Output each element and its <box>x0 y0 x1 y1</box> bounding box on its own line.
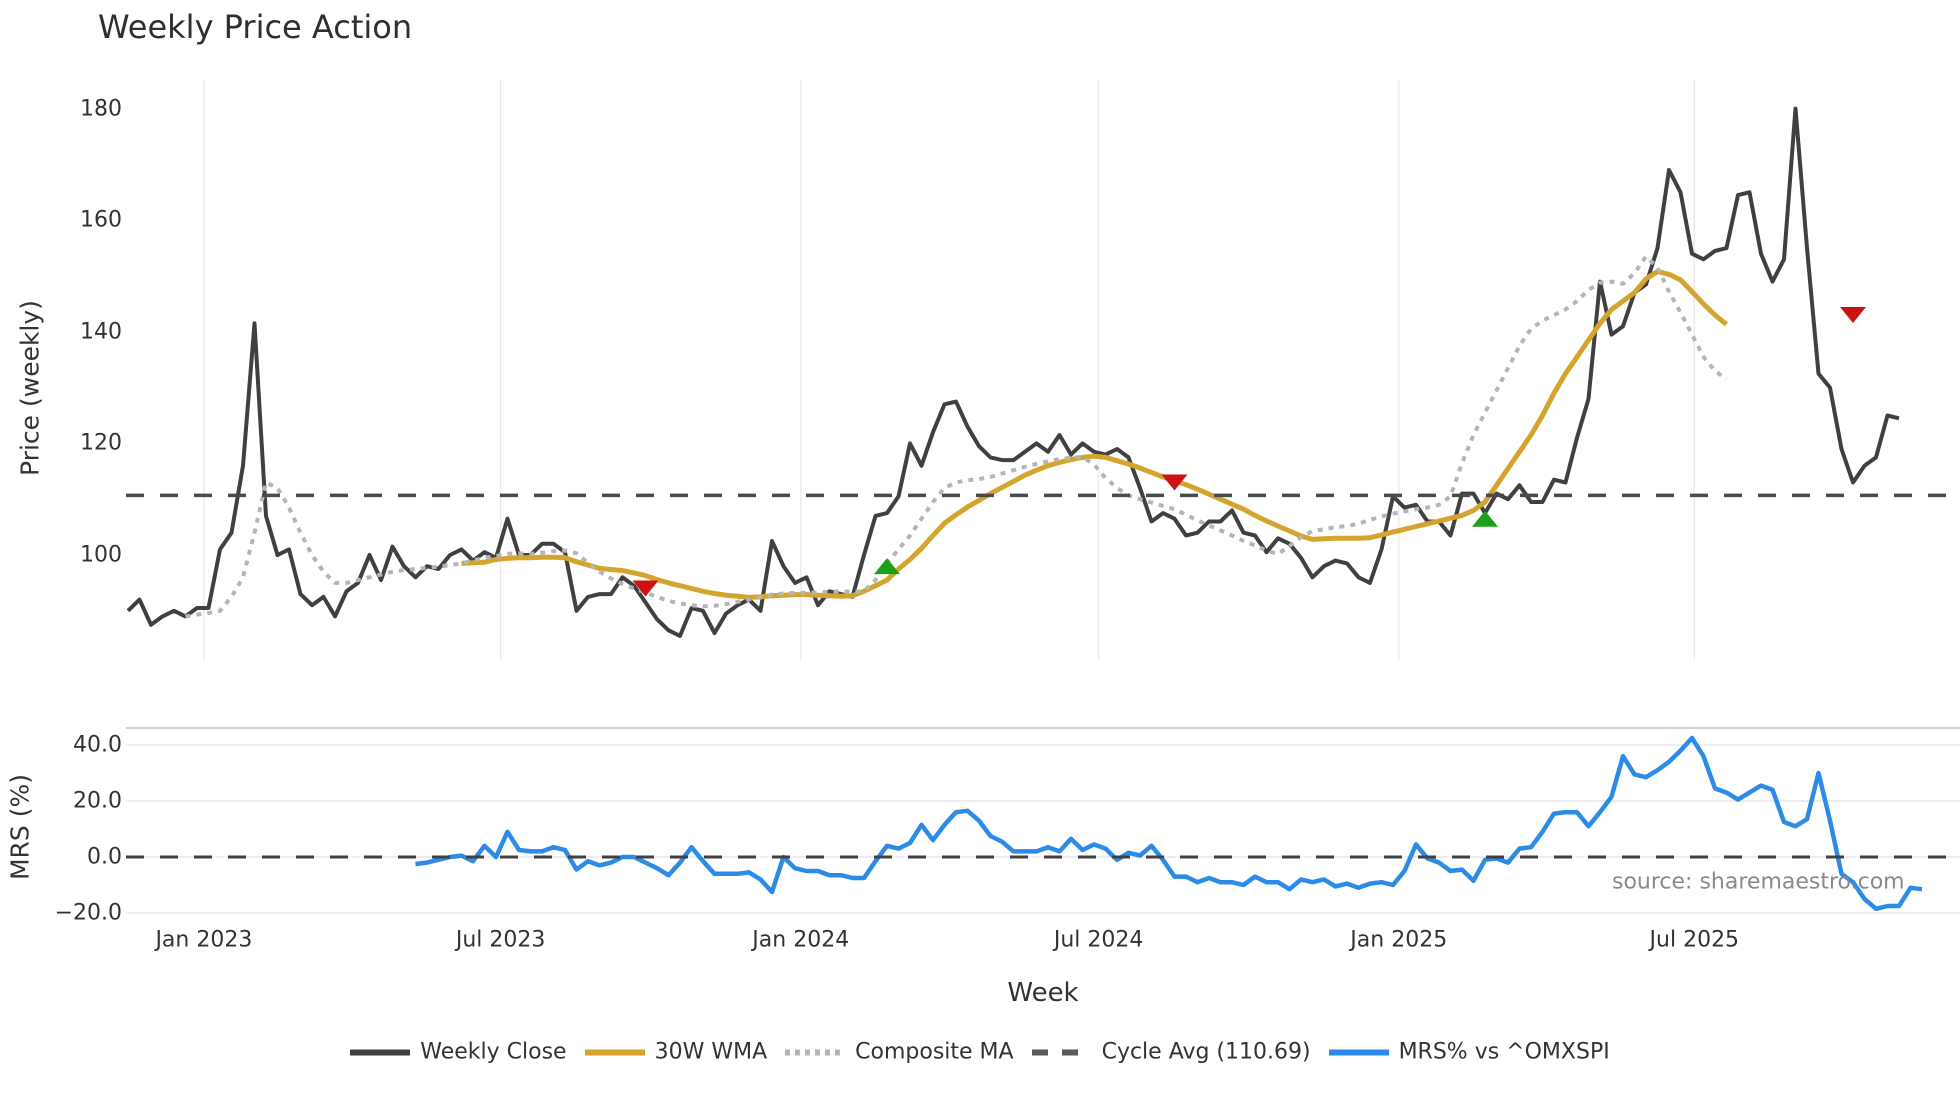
buy-signal-triangle-up-icon <box>874 558 900 575</box>
legend-label: MRS% vs ^OMXSPI <box>1398 1039 1610 1065</box>
mrs-axis-label: MRS (%) <box>5 773 35 881</box>
sell-signal-triangle-down-icon <box>1161 474 1188 491</box>
x-tick-label: Jan 2023 <box>155 927 253 953</box>
x-tick-label: Jul 2025 <box>1649 927 1740 953</box>
series-weekly-close <box>126 106 1900 638</box>
x-tick-label: Jan 2024 <box>752 927 850 953</box>
legend: Weekly Close 30W WMA Composite MA Cycle Avg… <box>0 1040 1960 1065</box>
legend-item[interactable]: Cycle Avg (110.69) <box>1031 1039 1311 1065</box>
legend-label: 30W WMA <box>654 1039 768 1065</box>
series-30w-wma <box>461 269 1729 600</box>
x-tick-label: Jul 2023 <box>455 927 546 953</box>
mrs-tick-label: 40.0 <box>73 732 122 758</box>
legend-swatch-icon <box>584 1049 645 1055</box>
legend-item[interactable]: Composite MA <box>785 1039 1014 1065</box>
legend-swatch-icon <box>350 1049 411 1055</box>
price-axis-label: Price (weekly) <box>15 300 45 476</box>
mrs-tick-label: 20.0 <box>73 788 122 814</box>
chart-title: Weekly Price Action <box>98 8 413 46</box>
series-lines <box>126 106 1948 912</box>
x-tick-label: Jan 2025 <box>1350 927 1448 953</box>
buy-signal-triangle-up-icon <box>1472 510 1498 527</box>
price-tick-label: 180 <box>80 96 122 122</box>
legend-label: Composite MA <box>855 1039 1014 1065</box>
x-axis-label: Week <box>1007 978 1079 1008</box>
legend-swatch-icon <box>785 1049 846 1055</box>
signal-markers <box>632 307 1866 597</box>
price-tick-label: 140 <box>80 319 122 345</box>
series-mrs-vs-omxspi <box>415 735 1923 912</box>
legend-item[interactable]: Weekly Close <box>350 1039 567 1065</box>
legend-item[interactable]: 30W WMA <box>584 1039 768 1065</box>
price-tick-label: 100 <box>80 542 122 568</box>
price-tick-label: 120 <box>80 430 122 456</box>
legend-label: Weekly Close <box>420 1039 567 1065</box>
source-watermark: source: sharemaestro.com <box>1612 869 1905 895</box>
price-tick-label: 160 <box>80 207 122 233</box>
sell-signal-triangle-down-icon <box>1840 307 1866 324</box>
legend-label: Cycle Avg (110.69) <box>1101 1039 1311 1065</box>
mrs-tick-label: 0.0 <box>87 844 122 870</box>
legend-swatch-icon <box>1328 1049 1389 1055</box>
gridlines <box>126 80 1960 914</box>
mrs-tick-label: −20.0 <box>54 900 122 926</box>
x-tick-label: Jul 2024 <box>1053 927 1144 953</box>
series-composite-ma <box>185 254 1728 619</box>
legend-swatch-icon <box>1031 1049 1092 1055</box>
legend-item[interactable]: MRS% vs ^OMXSPI <box>1328 1039 1610 1065</box>
sell-signal-triangle-down-icon <box>632 580 659 597</box>
